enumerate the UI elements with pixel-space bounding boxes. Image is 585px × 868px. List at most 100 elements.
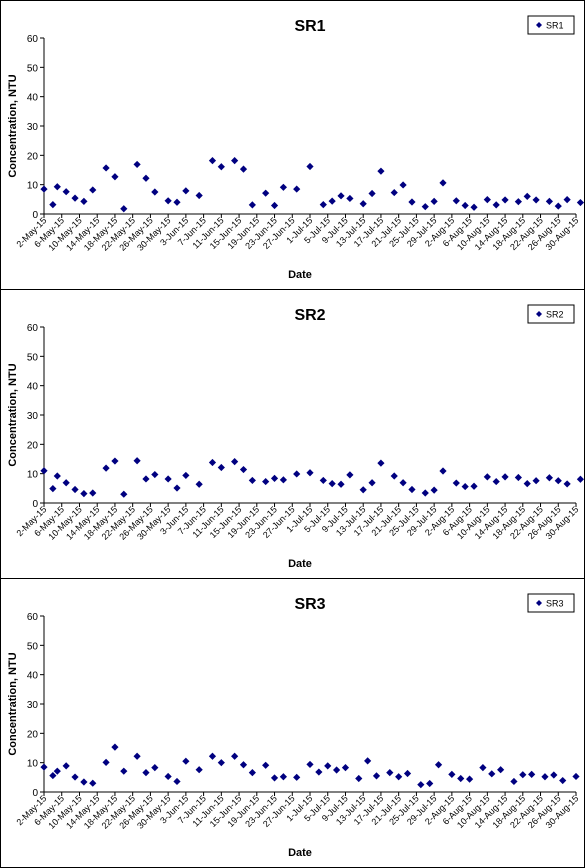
data-point bbox=[40, 185, 48, 193]
data-point bbox=[306, 760, 314, 769]
data-point bbox=[133, 457, 141, 465]
data-point bbox=[319, 201, 327, 209]
y-tick-label: 60 bbox=[27, 323, 39, 334]
data-point bbox=[217, 463, 225, 472]
y-tick-label: 20 bbox=[27, 729, 39, 740]
data-point bbox=[40, 467, 48, 475]
data-point bbox=[231, 157, 239, 165]
y-tick-label: 20 bbox=[27, 440, 39, 451]
y-tick-label: 10 bbox=[27, 759, 39, 770]
data-point bbox=[40, 763, 48, 771]
chart-2-svg: SR301020304050602-May-156-May-1510-May-1… bbox=[7, 593, 580, 859]
data-point bbox=[62, 188, 70, 196]
y-tick-label: 40 bbox=[27, 93, 39, 104]
data-point bbox=[497, 766, 505, 774]
data-point bbox=[248, 476, 256, 485]
data-point bbox=[399, 479, 407, 487]
data-point bbox=[377, 459, 385, 467]
y-tick-label: 50 bbox=[27, 352, 39, 363]
data-point bbox=[111, 173, 119, 181]
data-point bbox=[563, 196, 571, 204]
data-point bbox=[133, 160, 141, 169]
data-point bbox=[71, 194, 79, 202]
y-tick-label: 60 bbox=[27, 34, 39, 45]
data-point bbox=[164, 772, 172, 781]
data-point bbox=[466, 775, 474, 783]
data-point bbox=[173, 198, 181, 206]
y-axis-label: Concentration, NTU bbox=[7, 74, 19, 177]
data-point bbox=[49, 771, 57, 780]
data-point bbox=[328, 480, 336, 488]
legend-marker bbox=[536, 22, 542, 28]
legend-label: SR2 bbox=[546, 310, 564, 320]
data-point bbox=[71, 485, 79, 494]
data-point bbox=[239, 165, 248, 173]
data-point bbox=[239, 761, 248, 769]
data-point bbox=[368, 189, 376, 198]
data-point bbox=[195, 191, 203, 200]
data-point bbox=[430, 486, 438, 494]
data-point bbox=[182, 471, 190, 480]
data-point bbox=[89, 186, 97, 194]
data-point bbox=[563, 480, 571, 488]
data-point bbox=[541, 773, 549, 781]
data-point bbox=[523, 480, 531, 488]
data-point bbox=[488, 770, 496, 778]
data-point bbox=[293, 773, 301, 781]
data-point bbox=[359, 200, 367, 208]
data-point bbox=[262, 761, 270, 769]
data-point bbox=[501, 196, 509, 204]
data-point bbox=[279, 773, 287, 781]
data-point bbox=[49, 201, 57, 209]
data-point bbox=[337, 192, 345, 200]
data-point bbox=[279, 183, 287, 191]
data-point bbox=[501, 473, 509, 481]
data-point bbox=[293, 470, 301, 478]
data-point bbox=[89, 489, 97, 497]
data-point bbox=[248, 769, 256, 777]
chart-panel-sr3: SR3 0 10 20 30 40 50 60 2-May-15 6-May-15 10-May-1… bbox=[0, 578, 585, 868]
x-axis-label: Date bbox=[288, 847, 312, 859]
data-point bbox=[208, 157, 217, 165]
data-point bbox=[483, 196, 491, 204]
data-point bbox=[430, 197, 438, 205]
data-point bbox=[479, 764, 487, 772]
data-point bbox=[182, 757, 190, 765]
data-point bbox=[368, 479, 376, 487]
data-point bbox=[359, 486, 367, 494]
data-point bbox=[151, 764, 159, 772]
data-point bbox=[324, 762, 332, 770]
data-point bbox=[319, 476, 327, 485]
chart-title: SR2 bbox=[294, 307, 325, 324]
data-point bbox=[395, 773, 403, 781]
y-axis-label: Concentration, NTU bbox=[7, 652, 19, 755]
data-point bbox=[346, 194, 354, 203]
data-point bbox=[270, 474, 279, 482]
data-point bbox=[461, 201, 469, 210]
legend-marker bbox=[536, 311, 542, 317]
data-point bbox=[554, 202, 562, 210]
data-point bbox=[279, 476, 287, 484]
data-point bbox=[120, 490, 128, 498]
y-tick-label: 60 bbox=[27, 612, 39, 623]
data-point bbox=[377, 167, 385, 175]
data-point bbox=[142, 475, 150, 483]
data-point bbox=[576, 475, 584, 483]
data-point bbox=[328, 197, 336, 205]
y-tick-label: 0 bbox=[32, 499, 38, 510]
y-tick-label: 30 bbox=[27, 700, 39, 711]
data-point bbox=[346, 471, 354, 479]
data-point bbox=[355, 774, 363, 783]
data-point bbox=[102, 464, 110, 472]
data-point bbox=[390, 188, 398, 197]
data-point bbox=[457, 774, 465, 783]
data-point bbox=[337, 480, 345, 488]
data-point bbox=[532, 477, 540, 485]
data-point bbox=[120, 205, 128, 213]
data-point bbox=[417, 781, 425, 789]
chart-panel-sr1: SR1 0 10 20 30 40 50 60 2-May-15 6-May-15 10-May-1… bbox=[0, 0, 585, 290]
data-point bbox=[151, 188, 159, 196]
chart-title: SR3 bbox=[294, 596, 325, 613]
y-tick-label: 30 bbox=[27, 411, 39, 422]
